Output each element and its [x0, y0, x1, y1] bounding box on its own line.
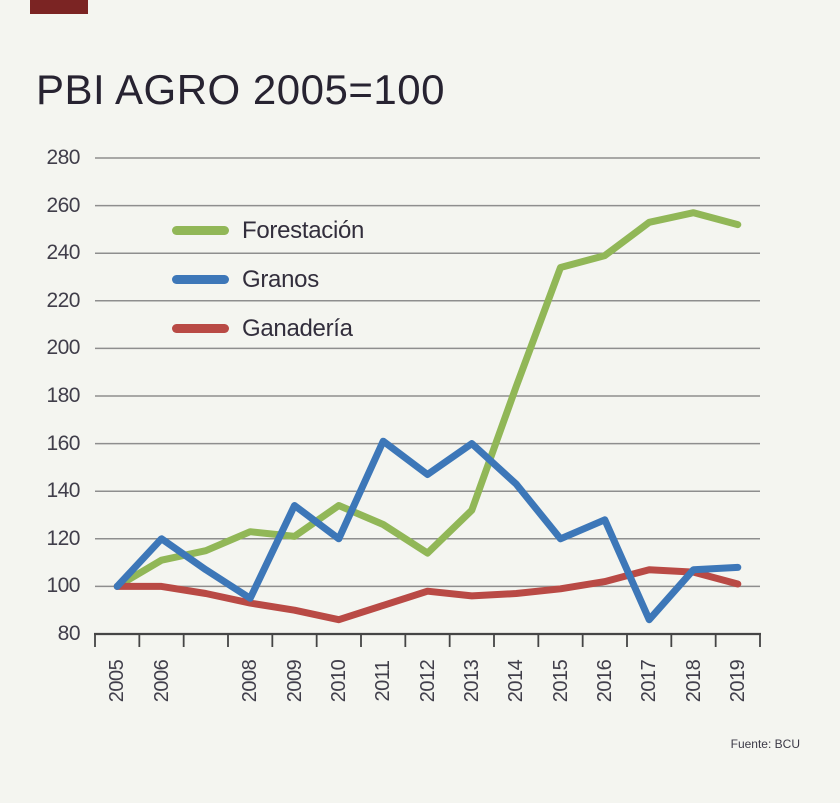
- y-tick-label: 240: [46, 241, 80, 265]
- source-note: Fuente: BCU: [730, 737, 800, 751]
- series-line-ganaderia: [113, 566, 742, 624]
- x-tick-label: 2015: [549, 659, 572, 703]
- x-tick-label: 2017: [638, 659, 661, 703]
- legend-label: Granos: [242, 265, 319, 293]
- legend: Forestación Granos Ganadería: [172, 206, 364, 353]
- legend-swatch-icon: [172, 226, 229, 235]
- y-tick-label: 280: [46, 146, 80, 169]
- x-tick-label: 2006: [150, 659, 173, 703]
- y-tick-label: 180: [46, 384, 80, 407]
- x-tick-label: 2009: [283, 659, 306, 703]
- x-tick-label: 2008: [239, 659, 262, 703]
- y-tick-label: 200: [46, 336, 80, 360]
- legend-swatch-icon: [172, 275, 229, 284]
- x-tick-label: 2010: [327, 659, 350, 703]
- accent-bar: [30, 0, 88, 14]
- y-tick-label: 80: [57, 622, 81, 645]
- y-tick-label: 220: [46, 288, 80, 312]
- series-line-granos: [113, 437, 742, 624]
- x-tick-label: 2014: [505, 659, 528, 703]
- y-tick-label: 100: [46, 574, 80, 598]
- x-tick-label: 2019: [726, 659, 749, 703]
- legend-item: Granos: [172, 255, 364, 304]
- x-tick-label: 2005: [106, 659, 129, 703]
- page-title: PBI AGRO 2005=100: [36, 66, 445, 113]
- x-tick-label: 2013: [460, 659, 483, 703]
- legend-label: Forestación: [242, 216, 365, 244]
- y-tick-label: 140: [46, 479, 80, 503]
- y-tick-label: 160: [46, 431, 80, 455]
- legend-item: Ganadería: [172, 304, 364, 353]
- legend-item: Forestación: [172, 206, 364, 255]
- x-tick-label: 2018: [682, 659, 705, 703]
- legend-label: Ganadería: [242, 314, 353, 342]
- x-tick-label: 2012: [416, 659, 439, 703]
- legend-swatch-icon: [172, 324, 229, 333]
- series-line-forestacion: [113, 209, 742, 590]
- y-tick-label: 260: [46, 193, 80, 217]
- y-tick-label: 120: [46, 526, 80, 550]
- x-tick-label: 2011: [372, 660, 395, 702]
- x-tick-label: 2016: [593, 659, 616, 703]
